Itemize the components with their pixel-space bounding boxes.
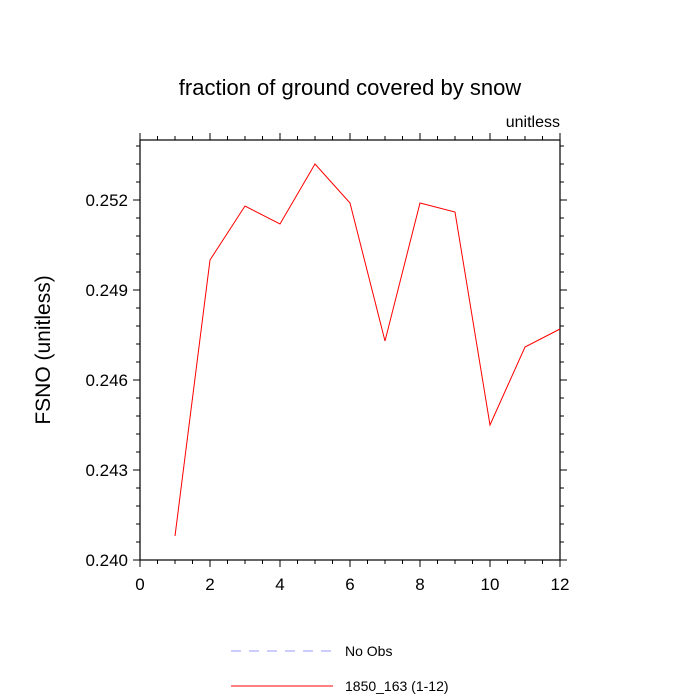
x-tick-label: 2: [205, 575, 214, 594]
x-tick-label: 12: [551, 575, 570, 594]
x-tick-label: 0: [135, 575, 144, 594]
y-tick-label: 0.249: [85, 281, 128, 300]
legend: No Obs 1850_163 (1-12): [231, 643, 449, 694]
y-tick-label: 0.243: [85, 461, 128, 480]
x-tick-label: 10: [481, 575, 500, 594]
y-tick-label: 0.246: [85, 371, 128, 390]
y-axis-label: FSNO (unitless): [32, 275, 55, 424]
series-layer: [174, 163, 561, 537]
y-tick-label: 0.240: [85, 551, 128, 570]
x-tick-label: 6: [345, 575, 354, 594]
legend-label: 1850_163 (1-12): [345, 678, 449, 694]
axis-ticks: [133, 133, 567, 567]
chart-title: fraction of ground covered by snow: [179, 75, 522, 100]
x-tick-label: 8: [415, 575, 424, 594]
legend-label: No Obs: [345, 643, 392, 659]
y-tick-label: 0.252: [85, 191, 128, 210]
x-tick-label: 4: [275, 575, 284, 594]
tick-labels: 0 2 4 6 8 10 12 0.240 0.243 0.246 0.249 0.252: [85, 191, 569, 594]
series-line: [174, 163, 561, 537]
units-label: unitless: [506, 114, 560, 131]
